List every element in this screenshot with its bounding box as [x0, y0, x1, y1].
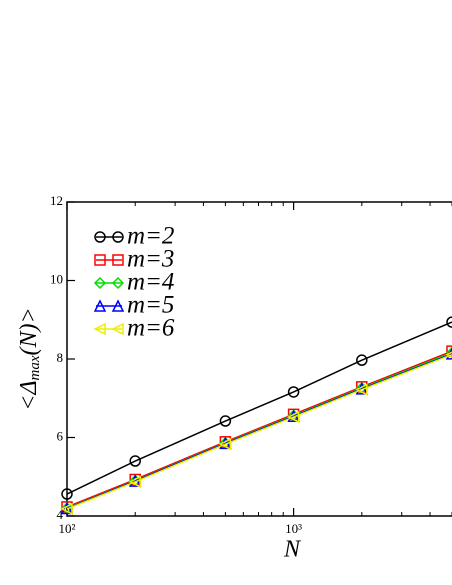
- y-tick-label: 4: [57, 507, 64, 522]
- legend-label: m=4: [127, 269, 174, 296]
- legend-marker: [111, 322, 124, 336]
- series-line: [66, 321, 452, 495]
- y-axis-label: <Δmax(N)>: [16, 307, 44, 410]
- series-line: [66, 353, 452, 510]
- plot-frame: [66, 201, 452, 517]
- marker: [355, 383, 368, 396]
- marker: [128, 475, 141, 489]
- y-tick-label: 10: [50, 271, 63, 286]
- y-label-sub: max: [27, 355, 43, 380]
- y-tick-label: 12: [50, 193, 63, 208]
- marker: [287, 409, 300, 422]
- legend-label: m=5: [127, 292, 174, 319]
- x-tick-label: 10³: [285, 521, 302, 536]
- marker: [446, 316, 452, 328]
- marker: [446, 345, 452, 357]
- legend-marker: [112, 254, 124, 266]
- marker: [355, 381, 368, 395]
- series-line: [66, 350, 452, 508]
- marker: [61, 488, 73, 500]
- y-tick-label: 8: [57, 350, 64, 365]
- marker: [287, 386, 300, 398]
- y-label-open: <Δ: [16, 380, 42, 410]
- y-tick-label: 6: [57, 428, 64, 443]
- legend-label: m=6: [127, 315, 175, 342]
- marker: [60, 502, 73, 516]
- x-axis-label: N: [283, 537, 302, 563]
- marker: [129, 455, 141, 467]
- legend-marker: [93, 299, 107, 312]
- legend-label: m=2: [127, 223, 174, 250]
- marker: [218, 437, 232, 451]
- marker: [286, 410, 300, 424]
- y-label-close: (N)>: [16, 307, 42, 355]
- legend-marker: [93, 322, 106, 336]
- legend-marker: [111, 299, 125, 312]
- legend-marker: [94, 254, 106, 266]
- marker: [356, 354, 368, 366]
- legend-label: m=3: [127, 246, 174, 273]
- marker: [219, 415, 232, 427]
- legend-marker: [93, 276, 107, 290]
- x-tick-label: 10²: [59, 521, 76, 536]
- legend-marker: [94, 231, 106, 243]
- legend-marker: [111, 276, 125, 290]
- legend-marker: [112, 231, 124, 243]
- marker: [445, 346, 452, 359]
